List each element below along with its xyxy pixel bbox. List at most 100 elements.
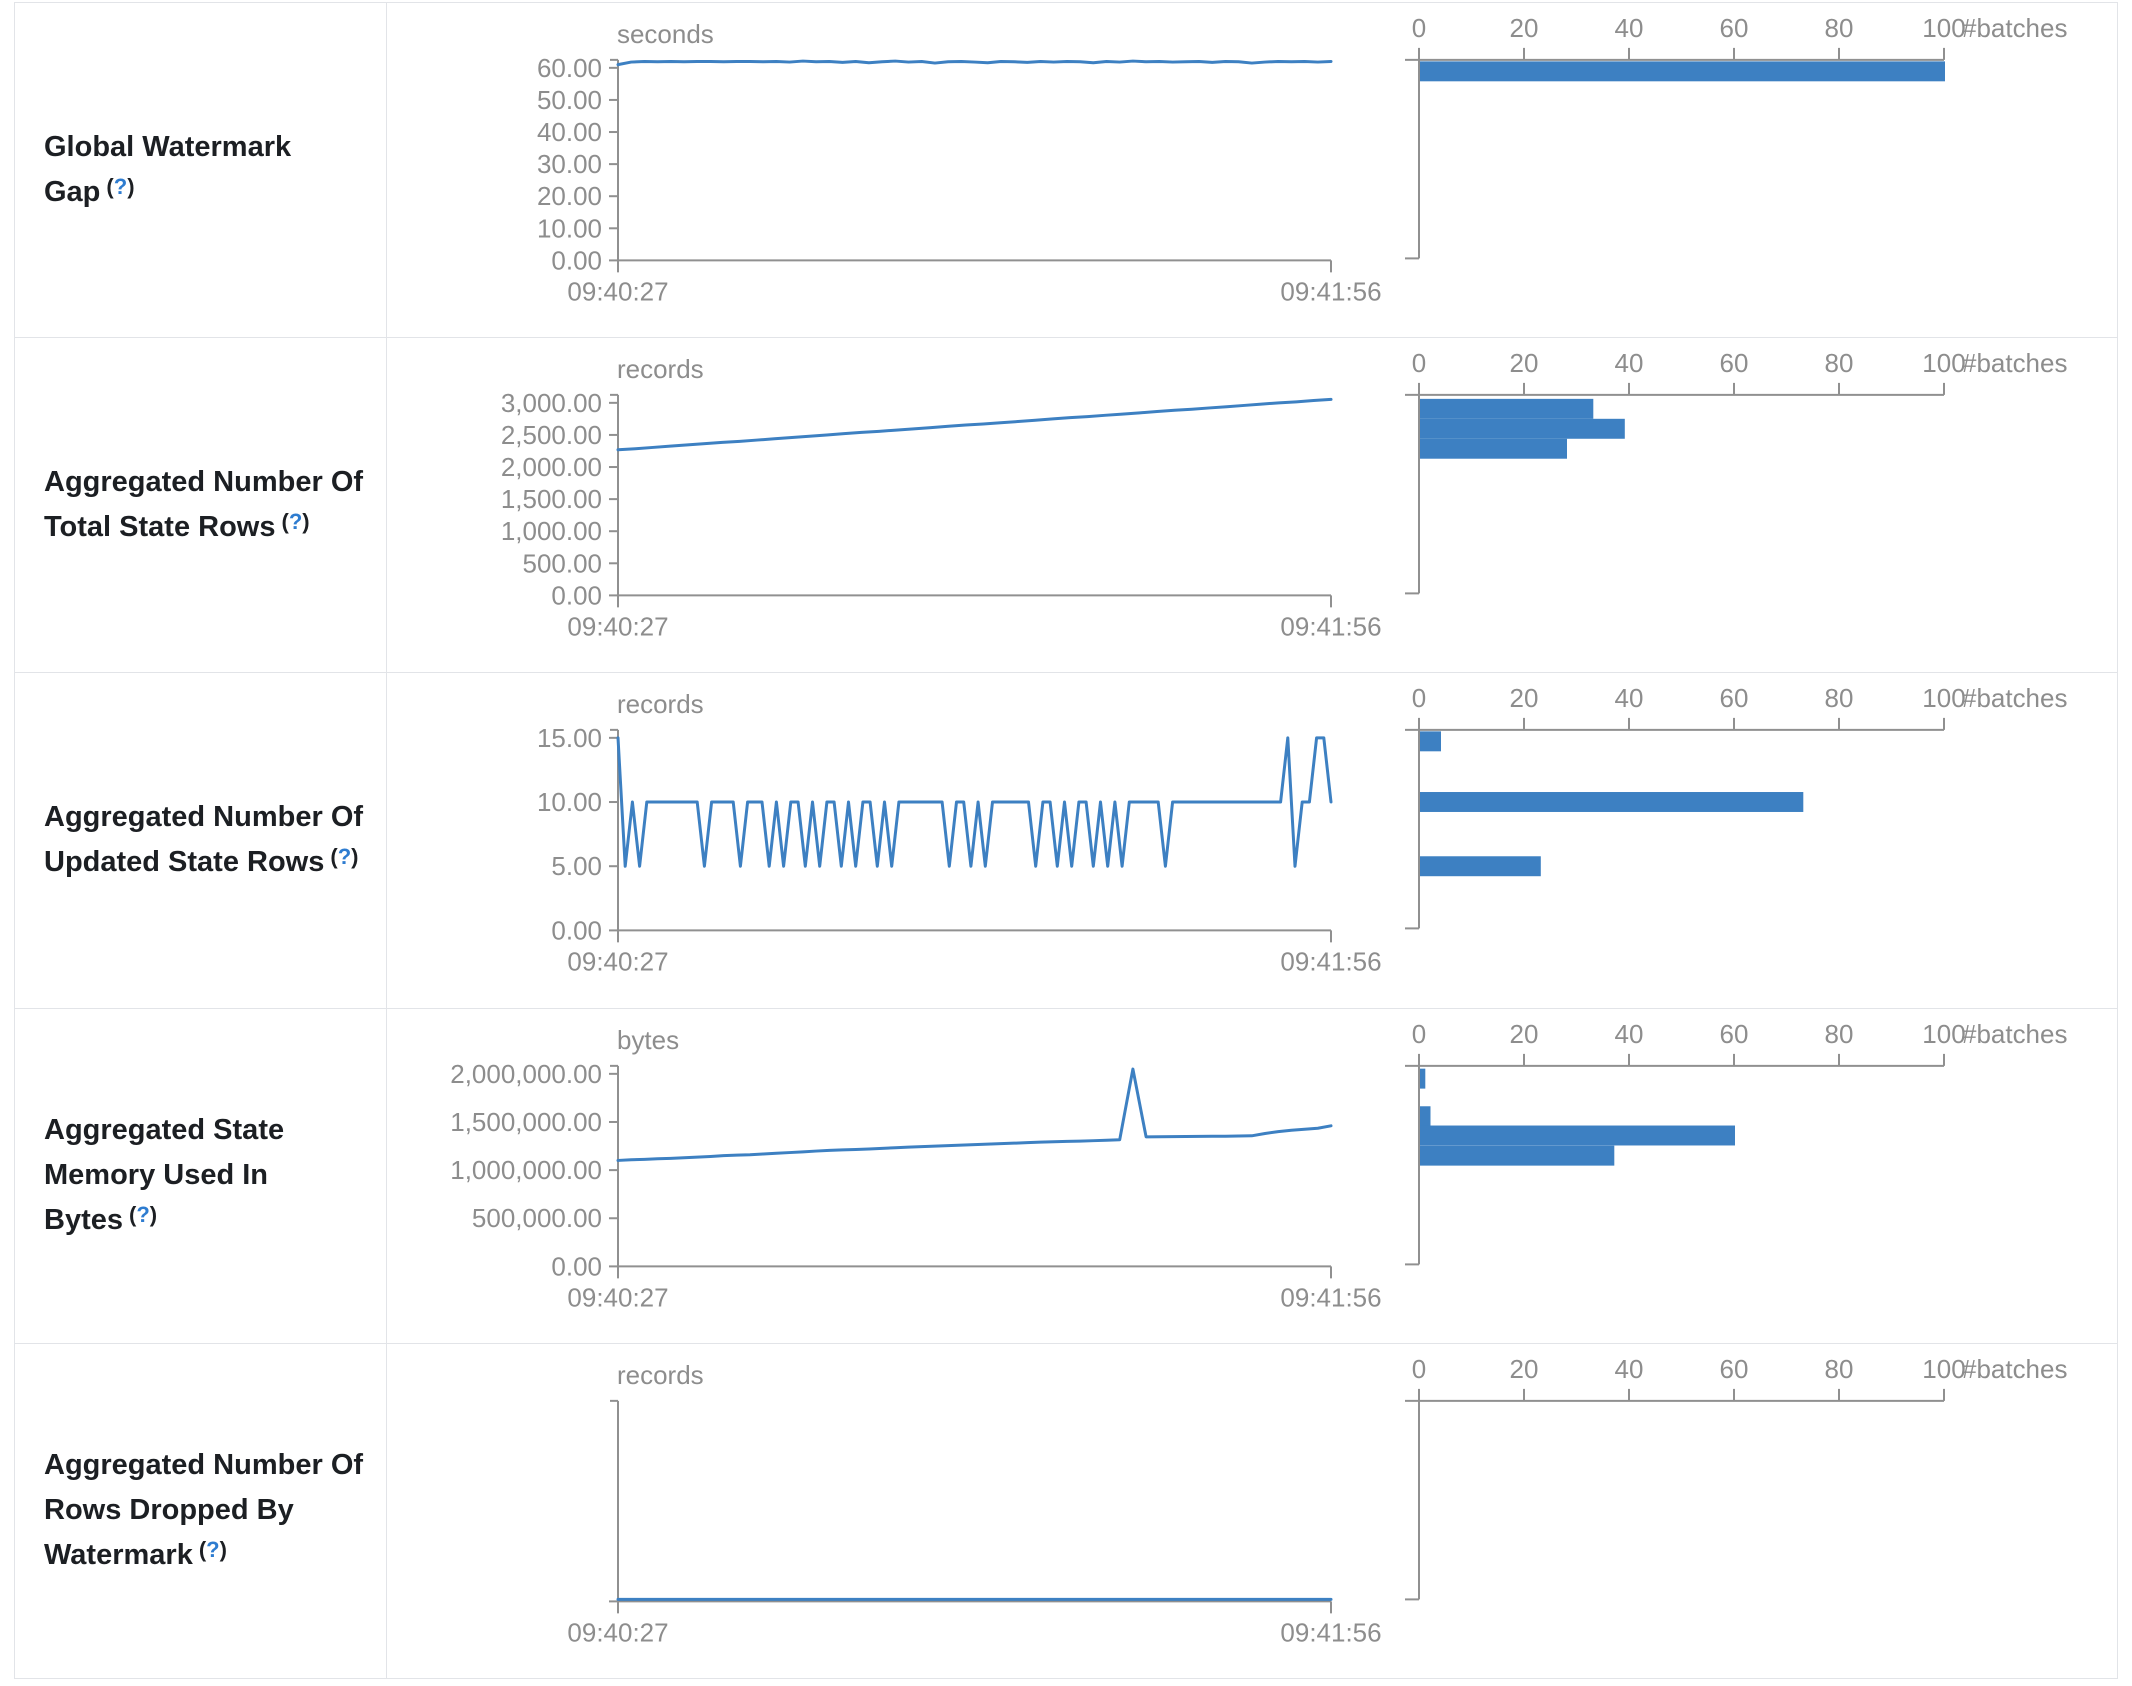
- y-tick-label: 1,000.00: [501, 516, 602, 546]
- hist-axis-tick-label: 80: [1825, 1354, 1854, 1384]
- hist-bar: [1420, 731, 1441, 752]
- y-tick-label: 0.00: [551, 916, 602, 946]
- help-icon[interactable]: (?): [129, 1202, 157, 1227]
- metric-row: Aggregated Number Of Updated State Rows(…: [15, 673, 2117, 1009]
- hist-axis-tick-label: 100: [1922, 348, 1965, 378]
- chart-cell: records 0.00 5.00 10.00 15.00 09:40:27 09:41:5…: [387, 673, 2117, 1007]
- timeline-chart: records 09:40:27 09:41:56: [567, 1360, 1381, 1647]
- metric-charts-svg: seconds 0.0010.0020.0030.0040.0050.0060.0…: [537, 13, 2068, 306]
- hist-axis-tick-label: 100: [1922, 1354, 1965, 1384]
- help-question[interactable]: ?: [206, 1536, 220, 1562]
- y-tick-label: 10.00: [537, 787, 602, 817]
- hist-axis-tick-label: 40: [1615, 13, 1644, 43]
- hist-bar: [1420, 1105, 1431, 1126]
- metric-label-text: Global Watermark Gap: [44, 130, 292, 208]
- y-tick-label: 1,500,000.00: [450, 1107, 602, 1137]
- hist-axis-tick-label: 100: [1922, 1019, 1965, 1049]
- metric-row: Aggregated Number Of Total State Rows (?)…: [15, 338, 2117, 674]
- help-icon[interactable]: (?): [282, 509, 310, 534]
- help-icon[interactable]: (?): [330, 844, 358, 869]
- x-axis-start-label: 09:40:27: [567, 1617, 668, 1647]
- hist-bar: [1420, 792, 1804, 813]
- hist-axis-tick-label: 0: [1412, 1354, 1426, 1384]
- x-axis-end-label: 09:41:56: [1280, 612, 1381, 642]
- metric-charts-svg: records 0.00 5.00 10.00 15.00 09:40:27 09:41:5…: [537, 683, 2068, 977]
- metric-charts-svg: bytes 0.00 500,000.00 1,000,000.00 1,500,000…: [450, 1019, 2067, 1312]
- hist-axis-tick-label: 60: [1720, 683, 1749, 713]
- unit-label: records: [617, 1360, 704, 1390]
- hist-axis-tick-label: 20: [1510, 683, 1539, 713]
- y-tick-label: 10.00: [537, 213, 602, 243]
- metric-label-cell: Aggregated State Memory Used In Bytes (?): [15, 1008, 387, 1343]
- hist-axis-tick-label: 40: [1615, 1354, 1644, 1384]
- y-tick-label: 2,000,000.00: [450, 1058, 602, 1088]
- hist-axis-tick-label: 60: [1720, 1354, 1749, 1384]
- y-tick-label: 2,500.00: [501, 420, 602, 450]
- y-tick-label: 15.00: [537, 723, 602, 753]
- help-icon[interactable]: (?): [106, 174, 134, 199]
- help-paren-close: ): [149, 1201, 158, 1227]
- timeline-chart: bytes 0.00 500,000.00 1,000,000.00 1,500,000…: [450, 1025, 1381, 1312]
- hist-axis-tick-label: 60: [1720, 348, 1749, 378]
- histogram-chart: 0 20 40 60 80 100#batches: [1405, 683, 2067, 930]
- x-axis-start-label: 09:40:27: [567, 1282, 668, 1312]
- hist-bar: [1420, 1125, 1735, 1146]
- hist-bar: [1420, 1068, 1426, 1089]
- metric-label: Aggregated Number Of Updated State Rows(…: [44, 795, 384, 886]
- help-icon[interactable]: (?): [199, 1537, 227, 1562]
- hist-axis-unit-label: #batches: [1962, 13, 2067, 43]
- hist-bar: [1420, 856, 1541, 877]
- chart-cell: records 09:40:27 09:41:56 0 20 40 60 80 100 #batc…: [387, 1344, 2117, 1678]
- timeline-chart: seconds 0.0010.0020.0030.0040.0050.0060.0…: [537, 19, 1382, 306]
- hist-axis-tick-label: 40: [1615, 683, 1644, 713]
- x-axis-end-label: 09:41:56: [1280, 1617, 1381, 1647]
- unit-label: seconds: [617, 19, 714, 49]
- help-paren-open: (: [330, 844, 338, 869]
- metric-label-cell: Aggregated Number Of Updated State Rows(…: [15, 673, 387, 1008]
- y-tick-label: 0.00: [551, 245, 602, 275]
- metric-row: Aggregated Number Of Rows Dropped By Wat…: [15, 1343, 2117, 1679]
- y-tick-label: 40.00: [537, 117, 602, 147]
- hist-axis-tick-label: 20: [1510, 1354, 1539, 1384]
- hist-axis-tick-label: 0: [1412, 1019, 1426, 1049]
- y-tick-label: 0.00: [551, 1251, 602, 1281]
- hist-bar: [1420, 438, 1567, 459]
- hist-axis-tick-label: 60: [1720, 1019, 1749, 1049]
- chart-cell: records 0.00 500.00 1,000.00 1,500.00 2,000.0…: [387, 338, 2117, 672]
- hist-axis-tick-label: 20: [1510, 13, 1539, 43]
- hist-axis-tick-label: 20: [1510, 1019, 1539, 1049]
- help-paren-open: (: [106, 173, 114, 199]
- help-paren-close: ): [351, 844, 359, 869]
- y-tick-label: 5.00: [551, 852, 602, 882]
- hist-axis-tick-label: 100: [1922, 683, 1965, 713]
- help-paren-open: (: [198, 1536, 207, 1562]
- metric-label-text: Aggregated Number Of Total State Rows: [44, 465, 364, 543]
- x-axis-end-label: 09:41:56: [1280, 1282, 1381, 1312]
- metric-label: Aggregated Number Of Total State Rows (?): [44, 460, 384, 551]
- help-paren-open: (: [129, 1201, 137, 1227]
- hist-axis-tick-label: 20: [1510, 348, 1539, 378]
- metric-label-text: Aggregated State Memory Used In Bytes: [44, 1113, 285, 1236]
- metric-label-cell: Global Watermark Gap (?): [15, 3, 387, 338]
- chart-cell: bytes 0.00 500,000.00 1,000,000.00 1,500,000…: [387, 1009, 2117, 1343]
- help-question[interactable]: ?: [113, 173, 128, 199]
- hist-axis-tick-label: 40: [1615, 1019, 1644, 1049]
- help-question[interactable]: ?: [288, 508, 303, 534]
- metric-row: Aggregated State Memory Used In Bytes (?)…: [15, 1008, 2117, 1344]
- help-question[interactable]: ?: [337, 844, 352, 869]
- help-paren-close: ): [219, 1536, 227, 1562]
- hist-axis-tick-label: 0: [1412, 13, 1426, 43]
- help-question[interactable]: ?: [136, 1201, 150, 1227]
- histogram-chart: 0 20 40 60 80 100#batches: [1405, 348, 2067, 595]
- hist-axis-tick-label: 0: [1412, 348, 1426, 378]
- chart-cell: seconds 0.00 10.00 20.00 30.00 40.00 50.00 60.0…: [387, 3, 2117, 337]
- x-axis-start-label: 09:40:27: [567, 612, 668, 642]
- streaming-statistics-table: Global Watermark Gap (?) seconds 0.00 10.00 2…: [14, 2, 2118, 1679]
- metric-label: Aggregated Number Of Rows Dropped By Wat…: [44, 1443, 384, 1579]
- metric-label: Aggregated State Memory Used In Bytes (?): [44, 1108, 384, 1244]
- hist-bar: [1420, 61, 1945, 82]
- x-axis-start-label: 09:40:27: [567, 947, 668, 977]
- y-tick-label: 1,500.00: [501, 484, 602, 514]
- histogram-chart: 0 20 40 60 80 100#batches: [1405, 1019, 2067, 1265]
- y-tick-label: 500.00: [523, 549, 602, 579]
